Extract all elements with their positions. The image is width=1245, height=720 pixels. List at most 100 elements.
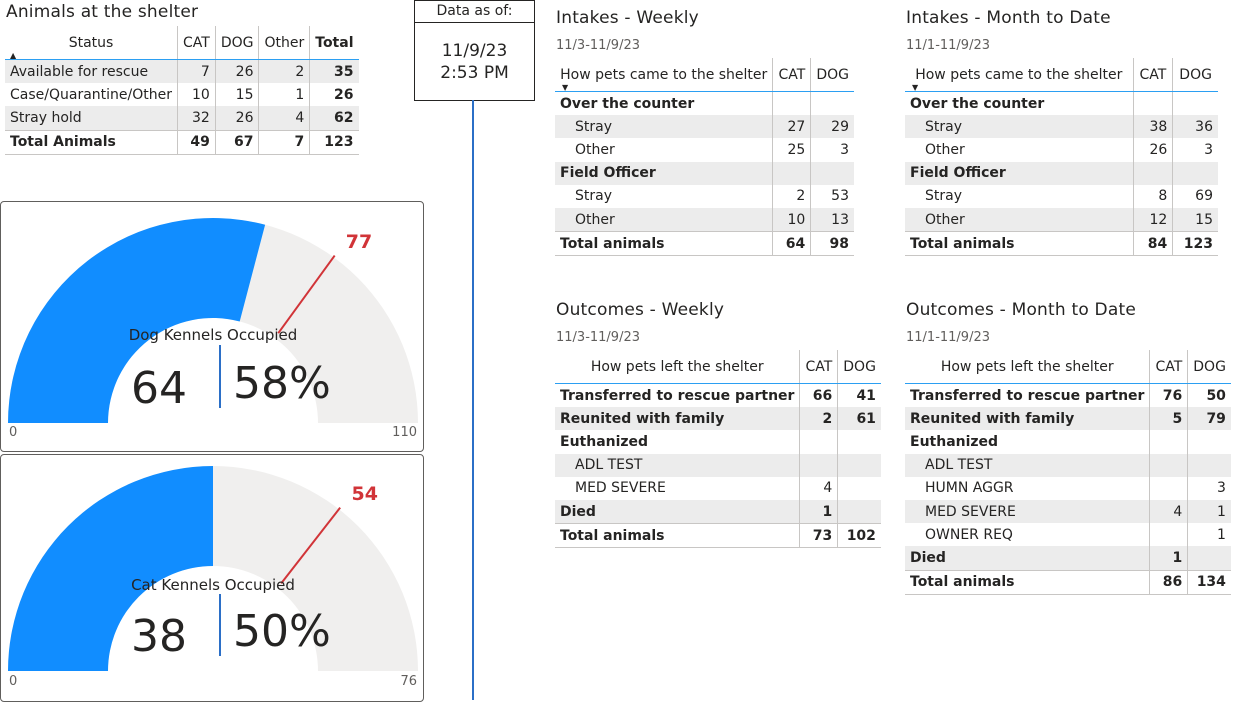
outcomes-weekly-table: How pets left the shelter CAT DOG Transf… [555,350,881,549]
row-label: Total Animals [5,129,178,155]
group-label: Euthanized [910,433,999,450]
table-row: Stray 38 36 [905,115,1218,139]
sort-descending-icon[interactable]: ▼ [912,83,919,92]
col-how-left[interactable]: How pets left the shelter [555,350,800,384]
row-label: HUMN AGGR [925,480,1014,497]
total-row: Total animals 73 102 [555,523,881,549]
row-label: Died [555,499,800,524]
dog-gauge: 77 Dog Kennels Occupied 64 58% 0 110 [8,218,418,440]
cell-dog: 3 [1172,138,1218,162]
row-label: Other [905,207,1134,232]
col-how-left[interactable]: How pets left the shelter [905,350,1150,384]
row-label: Total animals [905,569,1150,595]
sort-descending-icon[interactable]: ▼ [562,83,569,92]
gauge-max: 76 [400,674,417,689]
shelter-table-title: Animals at the shelter [6,2,199,22]
col-how-came[interactable]: How pets came to the shelter [905,58,1134,92]
vertical-divider [472,100,474,700]
col-status[interactable]: Status [5,26,178,60]
table-row: OWNER REQ 1 [905,523,1231,547]
cell-dog: 102 [837,523,881,549]
group-row[interactable]: Euthanized [905,430,1231,454]
group-label: Euthanized [560,433,649,450]
table-row: Stray 2 53 [555,184,854,208]
group-label: Field Officer [905,161,1134,185]
col-dog[interactable]: DOG [1187,350,1231,384]
total-row: Total Animals 49 67 7 123 [5,129,359,155]
gauge-percent: 58% [233,358,331,409]
table-row: ADL TEST [905,453,1231,477]
col-dog[interactable]: DOG [214,26,259,60]
row-label: Other [555,207,773,232]
total-row: Total animals 64 98 [555,231,854,257]
col-cat[interactable]: CAT [177,26,216,60]
table-row: Stray hold 32 26 4 62 [5,106,359,131]
group-row[interactable]: Field Officer [905,161,1218,185]
cell-cat: 10 [177,83,216,107]
table-row: Reunited with family 2 61 [555,407,881,431]
cell-dog: 61 [837,407,881,431]
row-label: Reunited with family [905,407,1150,431]
cell-dog: 123 [1172,231,1218,257]
col-cat[interactable]: CAT [799,350,838,384]
gauge-fill [8,218,266,423]
intakes-weekly-range: 11/3-11/9/23 [556,38,640,53]
gauge-target-marker [280,507,341,585]
cell-dog: 26 [214,59,259,84]
cell-dog: 41 [837,383,881,408]
col-cat[interactable]: CAT [1149,350,1188,384]
sort-ascending-icon[interactable]: ▲ [10,51,17,60]
table-row: Case/Quarantine/Other 10 15 1 26 [5,83,359,107]
row-label: Total animals [555,231,773,257]
row-label: Died [905,546,1150,570]
data-as-of-time: 2:53 PM [440,63,509,83]
col-total[interactable]: Total [309,26,359,60]
cell-total: 123 [309,129,359,155]
row-label: Total animals [905,231,1134,257]
outcomes-mtd-table: How pets left the shelter CAT DOG Transf… [905,350,1231,595]
group-label: Field Officer [555,161,773,185]
cell-dog: 36 [1172,115,1218,139]
col-dog[interactable]: DOG [837,350,881,384]
cell-cat: 10 [772,207,811,232]
cell-dog: 13 [810,207,854,232]
group-row[interactable]: Over the counter [555,91,854,116]
cell-dog: 50 [1187,383,1231,408]
cell-cat [1149,453,1188,477]
cell-dog [1187,546,1231,570]
cell-cat: 86 [1149,569,1188,595]
intakes-mtd-range: 11/1-11/9/23 [906,38,990,53]
col-dog[interactable]: DOG [810,58,854,92]
outcomes-mtd-title: Outcomes - Month to Date [906,300,1136,320]
cell-other: 7 [258,129,310,155]
group-row[interactable]: Euthanized [555,430,881,454]
col-how-came[interactable]: How pets came to the shelter [555,58,773,92]
intakes-weekly-table: ▼ How pets came to the shelter CAT DOG O… [555,58,854,257]
group-row[interactable]: Over the counter [905,91,1218,116]
cell-cat: 66 [799,383,838,408]
row-label: Case/Quarantine/Other [10,86,172,103]
table-row: HUMN AGGR 3 [905,476,1231,500]
col-other[interactable]: Other [258,26,310,60]
row-label: Stray hold [5,106,178,131]
group-label: Over the counter [560,95,695,112]
gauge-target-label: 77 [346,231,372,253]
col-cat[interactable]: CAT [1132,58,1173,92]
cell-cat: 32 [177,106,216,131]
cell-other: 2 [258,59,310,84]
group-row[interactable]: Field Officer [555,161,854,185]
cat-gauge-card[interactable]: 54 Cat Kennels Occupied 38 50% 0 76 [0,454,424,702]
gauge-label: Dog Kennels Occupied [129,326,298,344]
row-label: Stray [925,188,962,205]
cell-other: 1 [258,83,310,107]
total-row: Total animals 86 134 [905,569,1231,595]
cell-dog: 98 [810,231,854,257]
cell-cat: 1 [1149,546,1188,570]
cell-dog: 26 [214,106,259,131]
dog-gauge-card[interactable]: 77 Dog Kennels Occupied 64 58% 0 110 [0,201,424,452]
cell-cat: 1 [799,499,838,524]
col-cat[interactable]: CAT [772,58,811,92]
col-dog[interactable]: DOG [1172,58,1218,92]
table-row: Died 1 [905,546,1231,570]
gauge-label: Cat Kennels Occupied [131,576,295,594]
